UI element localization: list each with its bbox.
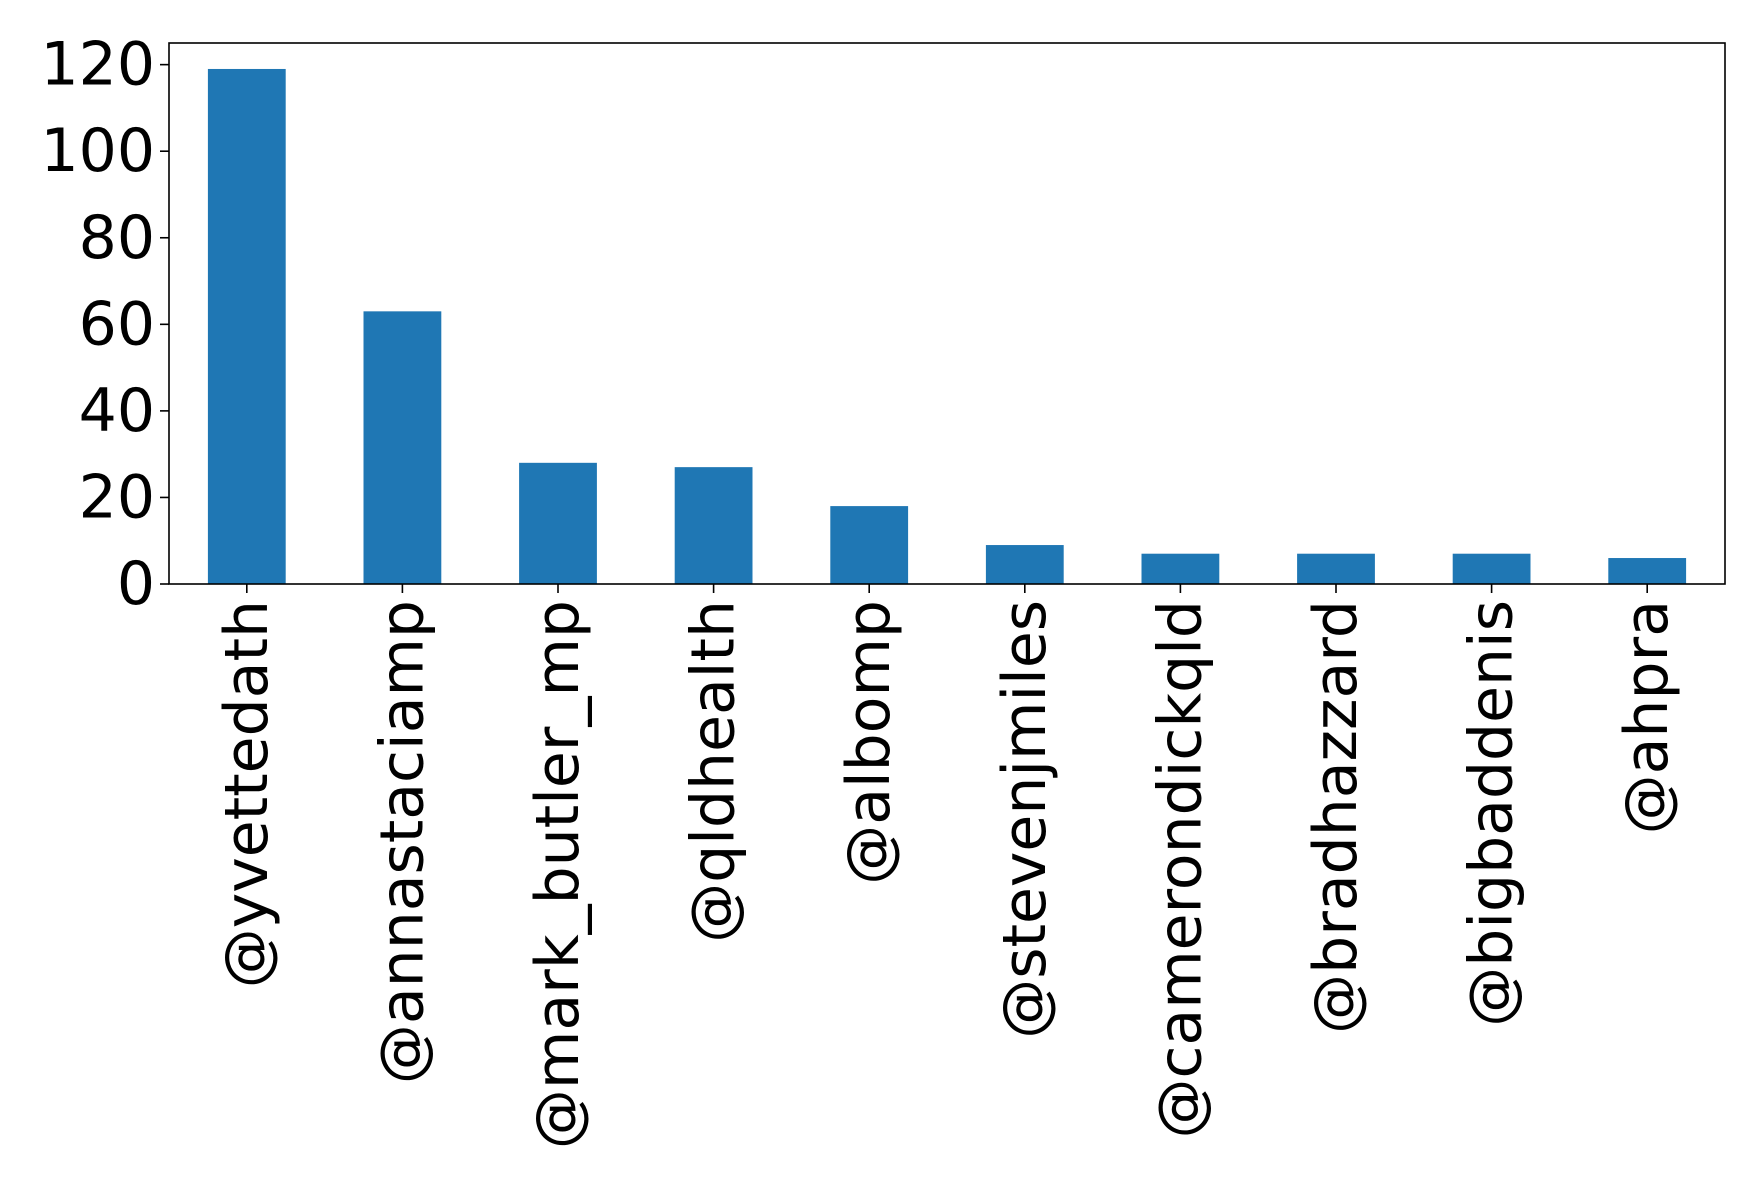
bar-ahpra	[1608, 558, 1687, 584]
axes-frame	[168, 42, 1726, 585]
bar-bigbaddenis	[1452, 553, 1531, 584]
y-tick-label: 0	[117, 549, 155, 619]
y-tick-label: 100	[40, 116, 155, 186]
bar-stevenjmiles	[985, 545, 1064, 584]
x-tick-label: @stevenjmiles	[990, 600, 1060, 1039]
x-axis: @yvettedath @annastaciamp @mark_butler_mp @…	[212, 584, 1682, 1149]
y-tick-label: 120	[40, 30, 155, 100]
x-tick-label: @ahpra	[1612, 600, 1682, 834]
bar-mark_butler_mp	[519, 462, 597, 584]
bar-annastaciamp	[363, 311, 442, 584]
x-tick-label: @qldhealth	[679, 600, 749, 943]
bar-qldhealth	[674, 467, 753, 584]
bar-yvettedath	[207, 68, 286, 584]
y-tick-label: 40	[79, 376, 155, 446]
x-tick-label: @mark_butler_mp	[523, 600, 593, 1149]
x-tick-label: @yvettedath	[212, 600, 282, 988]
y-tick-label: 80	[79, 203, 155, 273]
bar-bradhazzard	[1297, 553, 1375, 584]
bar-camerondickqld	[1141, 553, 1220, 584]
x-tick-label: @annastaciamp	[367, 600, 437, 1084]
x-tick-label: @bigbaddenis	[1457, 600, 1527, 1027]
y-tick-label: 20	[79, 462, 155, 532]
x-tick-label: @bradhazzard	[1301, 600, 1371, 1034]
y-axis: 0 20 40 60 80 100 120	[40, 30, 169, 619]
y-tick-label: 60	[79, 289, 155, 359]
bar-albomp	[830, 506, 909, 584]
bars	[207, 68, 1687, 584]
x-tick-label: @albomp	[834, 600, 904, 885]
x-tick-label: @camerondickqld	[1145, 600, 1215, 1139]
